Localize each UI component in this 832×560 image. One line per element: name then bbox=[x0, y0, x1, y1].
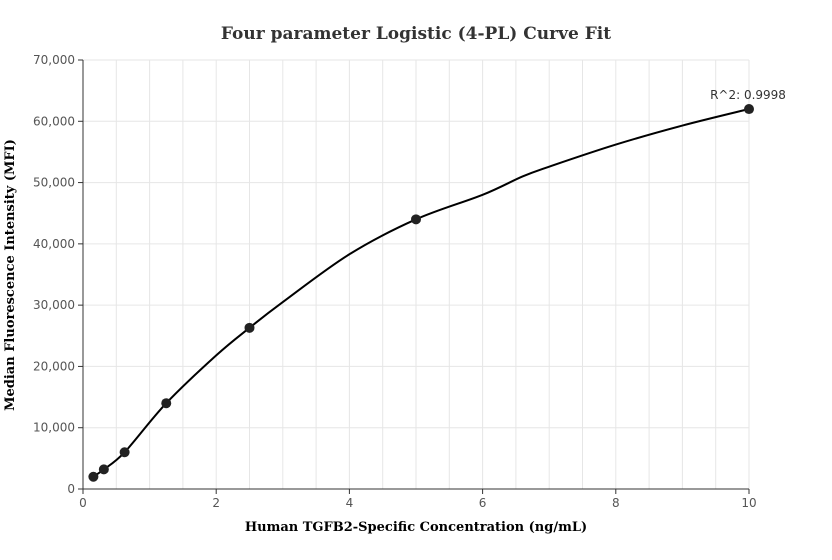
x-tick-label: 2 bbox=[212, 496, 220, 510]
x-tick-label: 0 bbox=[79, 496, 87, 510]
annotations: R^2: 0.9998 bbox=[710, 88, 786, 102]
data-point bbox=[411, 214, 421, 225]
y-tick-label: 60,000 bbox=[33, 114, 75, 128]
r-squared-annotation: R^2: 0.9998 bbox=[710, 88, 786, 102]
y-tick-label: 20,000 bbox=[33, 359, 75, 373]
data-points bbox=[88, 104, 754, 482]
x-tick-label: 6 bbox=[479, 496, 487, 510]
y-tick-label: 40,000 bbox=[33, 237, 75, 251]
data-point bbox=[744, 104, 754, 115]
data-point bbox=[161, 398, 172, 409]
y-axis-ticks: 0 10,000 20,000 30,000 40,000 50,000 60,000 70,… bbox=[33, 53, 83, 496]
x-tick-label: 4 bbox=[346, 496, 354, 510]
x-tick-label: 8 bbox=[612, 496, 620, 510]
grid bbox=[83, 59, 750, 489]
axes bbox=[82, 60, 749, 490]
y-tick-label: 70,000 bbox=[33, 53, 75, 67]
data-point bbox=[98, 464, 109, 475]
x-tick-label: 10 bbox=[741, 496, 756, 510]
y-axis-label: Median Fluorescence Intensity (MFI) bbox=[3, 139, 18, 411]
data-point bbox=[119, 447, 130, 458]
chart-title: Four parameter Logistic (4-PL) Curve Fit bbox=[221, 24, 611, 44]
x-axis-label: Human TGFB2-Specific Concentration (ng/m… bbox=[245, 520, 587, 535]
fit-curve bbox=[92, 108, 750, 478]
x-axis-ticks: 0 2 4 6 8 10 bbox=[79, 489, 757, 510]
y-tick-label: 10,000 bbox=[33, 421, 75, 435]
data-point bbox=[88, 471, 99, 482]
y-tick-label: 30,000 bbox=[33, 298, 75, 312]
y-tick-label: 0 bbox=[67, 482, 75, 496]
y-tick-label: 50,000 bbox=[33, 176, 75, 190]
data-point bbox=[244, 322, 255, 333]
